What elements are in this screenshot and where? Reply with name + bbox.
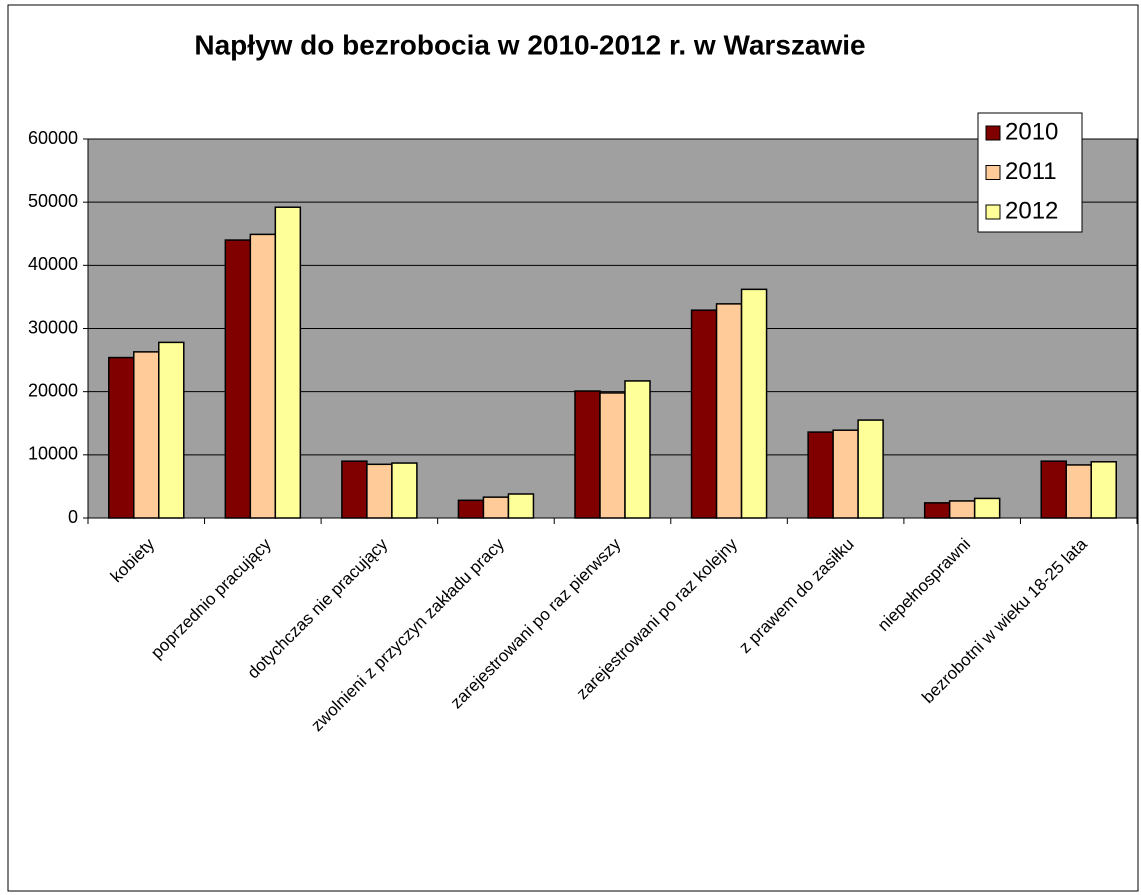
bar — [690, 309, 718, 519]
bar — [274, 206, 302, 519]
y-tick-label: 10000 — [28, 444, 78, 464]
chart-title: Napływ do bezrobocia w 2010-2012 r. w Wa… — [194, 29, 865, 60]
legend-label: 2012 — [1005, 197, 1058, 224]
bar — [482, 496, 510, 519]
bar — [948, 500, 976, 519]
y-tick-label: 40000 — [28, 254, 78, 274]
legend-label: 2010 — [1005, 118, 1058, 145]
bar — [857, 419, 884, 519]
bar — [715, 303, 743, 519]
bar — [1040, 460, 1067, 519]
bar — [832, 429, 859, 519]
bar — [973, 497, 1001, 519]
bar — [133, 351, 160, 519]
bar — [923, 502, 951, 519]
bar — [1090, 461, 1117, 519]
legend-swatch — [985, 125, 1001, 141]
bar — [807, 431, 834, 519]
y-tick-label: 60000 — [28, 128, 78, 148]
y-tick-label: 0 — [68, 507, 78, 527]
bar — [1065, 464, 1092, 519]
bar — [249, 233, 277, 519]
bar — [599, 392, 626, 519]
bar — [366, 463, 393, 519]
bar — [740, 288, 768, 519]
bar — [108, 356, 135, 519]
y-tick-label: 30000 — [28, 317, 78, 337]
bar — [457, 499, 485, 519]
legend-label: 2011 — [1005, 158, 1057, 185]
y-tick-label: 50000 — [28, 191, 78, 211]
bar — [574, 390, 601, 519]
bar — [391, 462, 418, 519]
bar — [224, 239, 252, 519]
y-tick-label: 20000 — [28, 380, 78, 400]
legend-swatch — [985, 204, 1001, 220]
bar — [158, 341, 185, 519]
bar — [341, 460, 368, 519]
bar — [507, 493, 535, 519]
legend-swatch — [985, 165, 1001, 180]
bar — [624, 380, 651, 519]
